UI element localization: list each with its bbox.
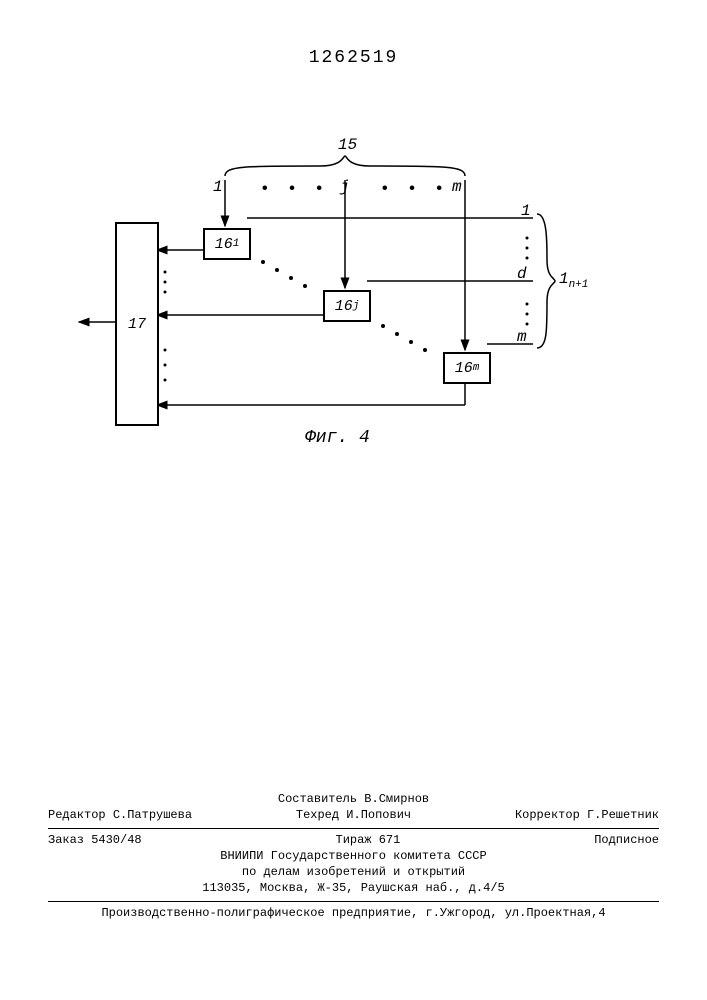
block-16-m-base: 16	[455, 360, 473, 377]
side-label-1: 1	[521, 202, 531, 220]
block-16-1-base: 16	[215, 236, 233, 253]
tech-label: Техред	[296, 808, 339, 822]
corrector-label: Корректор	[515, 808, 580, 822]
top-dots-1: • • •	[260, 180, 328, 198]
compiler-name: В.Смирнов	[364, 792, 429, 806]
side-group-sub: n+1	[569, 279, 589, 291]
block-16-m: 16m	[443, 352, 491, 384]
compiler-row: Составитель В.Смирнов	[48, 792, 659, 806]
editor-name: С.Патрушева	[113, 808, 192, 822]
top-dots-2: • • •	[380, 180, 448, 198]
side-group-base: 1	[559, 270, 569, 288]
tirazh: Тираж 671	[336, 833, 401, 847]
block-16-j-base: 16	[335, 298, 353, 315]
figure-caption: Фиг. 4	[305, 428, 370, 448]
bus-15-label: 15	[338, 136, 357, 154]
printer-line: Производственно-полиграфическое предприя…	[48, 906, 659, 920]
side-group-label: 1n+1	[559, 270, 588, 291]
block-16-j: 16j	[323, 290, 371, 322]
side-label-m: m	[517, 328, 527, 346]
top-input-j: j	[340, 178, 350, 196]
editor-row: Редактор С.Патрушева Техред И.Попович Ко…	[48, 808, 659, 822]
block-16-j-sub: j	[353, 300, 360, 312]
block-17-label: 17	[128, 316, 146, 333]
block-16-m-sub: m	[473, 362, 480, 374]
top-input-m: m	[452, 178, 462, 196]
divider-1	[48, 828, 659, 829]
vniipi-2: по делам изобретений и открытий	[48, 865, 659, 879]
figure-4: 15 1 j m • • • • • • 1 d m 1n+1 17 161 1…	[95, 150, 595, 470]
vniipi-1: ВНИИПИ Государственного комитета СССР	[48, 849, 659, 863]
order-row: Заказ 5430/48 Тираж 671 Подписное	[48, 833, 659, 847]
podpisnoe: Подписное	[594, 833, 659, 847]
page-number: 1262519	[309, 48, 399, 68]
block-16-1: 161	[203, 228, 251, 260]
side-label-d: d	[517, 265, 527, 283]
compiler-label: Составитель	[278, 792, 357, 806]
tech-name: И.Попович	[346, 808, 411, 822]
block-17: 17	[115, 222, 159, 426]
order-number: Заказ 5430/48	[48, 833, 142, 847]
corrector-name: Г.Решетник	[587, 808, 659, 822]
footer-block: Составитель В.Смирнов Редактор С.Патруше…	[48, 790, 659, 922]
block-16-1-sub: 1	[233, 238, 240, 250]
editor-label: Редактор	[48, 808, 106, 822]
vniipi-addr: 113035, Москва, Ж-35, Раушская наб., д.4…	[48, 881, 659, 895]
top-input-1: 1	[213, 178, 223, 196]
divider-2	[48, 901, 659, 902]
